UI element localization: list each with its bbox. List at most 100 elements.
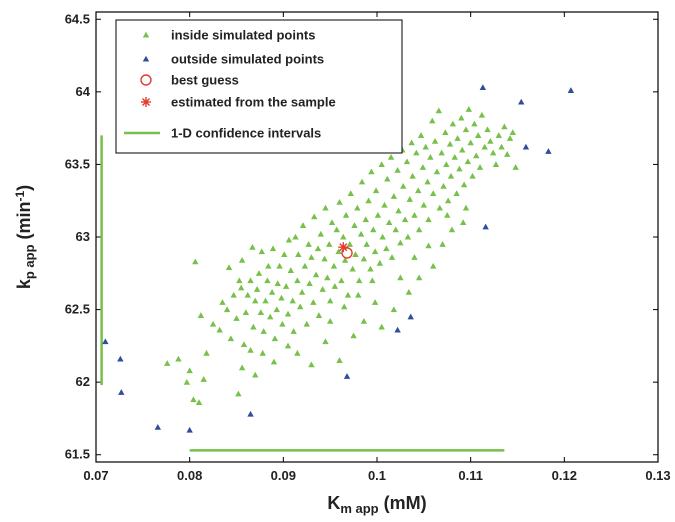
inside-point: [317, 230, 324, 237]
inside-point: [252, 371, 259, 378]
inside-point: [449, 120, 457, 127]
asterisk-stroke: [339, 243, 348, 252]
outside-point: [479, 84, 487, 91]
inside-point: [209, 320, 217, 327]
best-guess-marker: [341, 247, 353, 259]
inside-point: [430, 262, 437, 269]
inside-point: [349, 265, 356, 272]
inside-point: [270, 358, 278, 365]
inside-point: [506, 135, 514, 141]
inside-point: [258, 248, 265, 255]
inside-point: [372, 187, 380, 194]
inside-point: [365, 197, 372, 204]
inside-point: [259, 349, 266, 356]
inside-point: [314, 245, 322, 252]
inside-point: [422, 143, 429, 150]
inside-point: [308, 254, 315, 260]
inside-point: [282, 283, 290, 289]
inside-point: [240, 341, 248, 347]
inside-point: [394, 167, 401, 173]
inside-point: [195, 399, 203, 406]
inside-point: [333, 226, 340, 233]
inside-point: [238, 257, 246, 263]
outside-point: [247, 410, 254, 417]
inside-point: [312, 271, 320, 278]
x-tick-label: 0.1: [368, 468, 386, 483]
inside-point: [409, 172, 416, 179]
inside-point: [335, 248, 342, 255]
inside-point: [395, 207, 402, 214]
inside-point: [255, 270, 263, 276]
inside-point: [279, 320, 286, 327]
inside-point: [425, 216, 432, 223]
inside-point: [284, 310, 292, 317]
inside-point: [509, 129, 517, 136]
inside-point: [357, 230, 365, 237]
inside-point: [249, 243, 256, 250]
inside-point: [295, 251, 302, 257]
inside-point: [487, 137, 494, 144]
inside-point: [447, 172, 455, 179]
outside-point: [117, 355, 124, 362]
x-tick-label: 0.07: [83, 468, 108, 483]
inside-point: [175, 355, 182, 362]
x-tick-label: 0.12: [552, 468, 577, 483]
asterisk-stroke: [141, 97, 151, 107]
inside-point: [460, 181, 468, 188]
inside-point: [464, 158, 472, 165]
inside-point: [368, 168, 375, 175]
inside-point: [469, 172, 476, 179]
inside-point: [435, 107, 443, 114]
inside-point: [484, 126, 491, 133]
outside-point: [154, 423, 162, 430]
y-tick-label: 64: [76, 84, 91, 99]
axis-ticks: 0.07 0.08 0.09 0.1 0.11 0.12 0.13 61.5 62 62.5 63 6…: [65, 11, 671, 483]
legend-marker-triangle: [142, 55, 150, 62]
outside-point: [567, 87, 575, 93]
inside-point: [438, 149, 445, 156]
inside-point: [247, 347, 254, 353]
inside-point: [322, 338, 329, 345]
inside-point: [381, 201, 388, 208]
inside-point: [303, 320, 310, 327]
inside-point: [406, 196, 413, 202]
inside-point: [271, 335, 279, 342]
inside-point: [362, 216, 369, 223]
inside-point: [384, 175, 391, 182]
inside-point: [512, 164, 519, 170]
outside-point: [118, 389, 125, 395]
inside-point: [262, 297, 269, 304]
inside-point: [370, 226, 377, 233]
outside-point: [394, 326, 401, 333]
inside-point: [401, 216, 409, 223]
inside-point: [405, 288, 413, 295]
inside-point: [397, 274, 404, 281]
inside-point: [253, 286, 261, 292]
inside-point: [503, 151, 511, 157]
inside-point: [242, 309, 250, 316]
legend-label: inside simulated points: [171, 28, 315, 43]
inside-point: [336, 357, 343, 363]
inside-point: [446, 140, 454, 147]
inside-point: [501, 123, 508, 130]
inside-point: [244, 291, 251, 298]
inside-point: [346, 241, 354, 247]
inside-point: [376, 259, 384, 266]
inside-point: [281, 251, 288, 257]
inside-point: [489, 149, 497, 156]
inside-point: [465, 106, 472, 112]
inside-point: [360, 317, 368, 324]
inside-point: [223, 306, 231, 313]
outside-point: [407, 313, 414, 320]
inside-point: [324, 274, 331, 281]
inside-point: [341, 303, 348, 310]
outside-point: [545, 148, 552, 154]
inside-point: [404, 233, 412, 240]
inside-point: [186, 367, 193, 374]
inside-point: [287, 267, 295, 273]
inside-point: [374, 212, 382, 218]
inside-point: [319, 286, 326, 292]
inside-point: [474, 132, 482, 138]
inside-point: [495, 132, 502, 138]
legend-label: estimated from the sample: [171, 95, 336, 110]
